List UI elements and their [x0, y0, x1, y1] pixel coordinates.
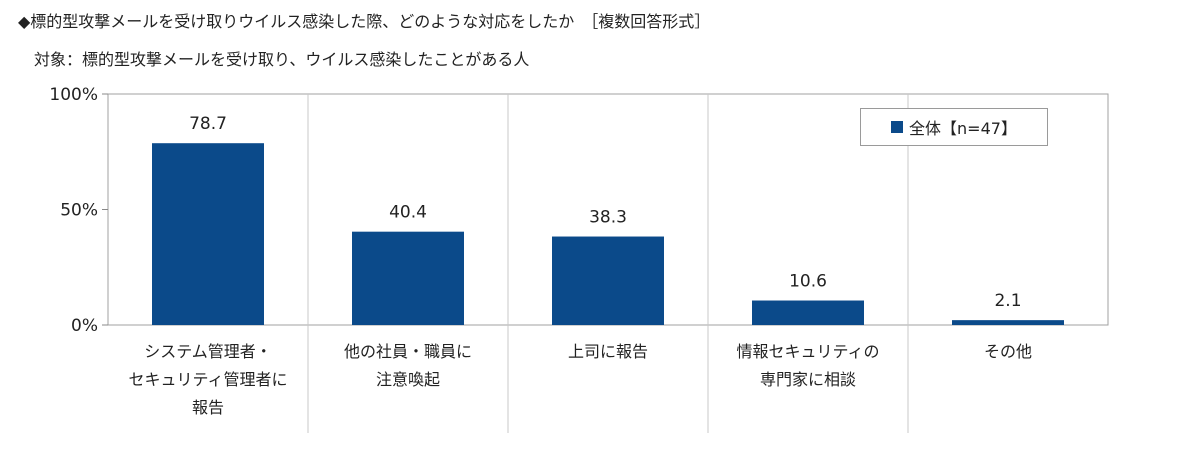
bar [152, 143, 264, 325]
category-label: 情報セキュリティの 専門家に相談 [736, 342, 880, 389]
y-tick-label: 100% [49, 85, 98, 105]
bar [952, 320, 1064, 325]
data-label: 40.4 [389, 203, 427, 223]
data-label: 78.7 [189, 114, 227, 134]
legend: 全体【n=47】 [860, 108, 1048, 146]
data-label: 10.6 [789, 272, 827, 292]
legend-swatch [891, 121, 904, 133]
y-tick-label: 0% [71, 316, 98, 336]
data-label: 2.1 [994, 291, 1021, 311]
chart-title: ◆標的型攻撃メールを受け取りウイルス感染した際、どのような対応をしたか ［複数回… [18, 12, 711, 31]
bar [752, 300, 864, 325]
data-label: 38.3 [589, 208, 627, 228]
chart-subtitle: 対象：標的型攻撃メールを受け取り、ウイルス感染したことがある人 [34, 50, 530, 69]
category-label: 他の社員・職員に 注意喚起 [343, 342, 472, 389]
category-label: システム管理者・ セキュリティ管理者に 報告 [128, 342, 288, 417]
y-tick-label: 50% [60, 201, 98, 221]
legend-label: 全体【n=47】 [909, 119, 1017, 138]
bar [352, 231, 464, 325]
category-label: その他 [983, 342, 1032, 361]
category-label: 上司に報告 [567, 342, 648, 361]
bar [552, 236, 664, 325]
